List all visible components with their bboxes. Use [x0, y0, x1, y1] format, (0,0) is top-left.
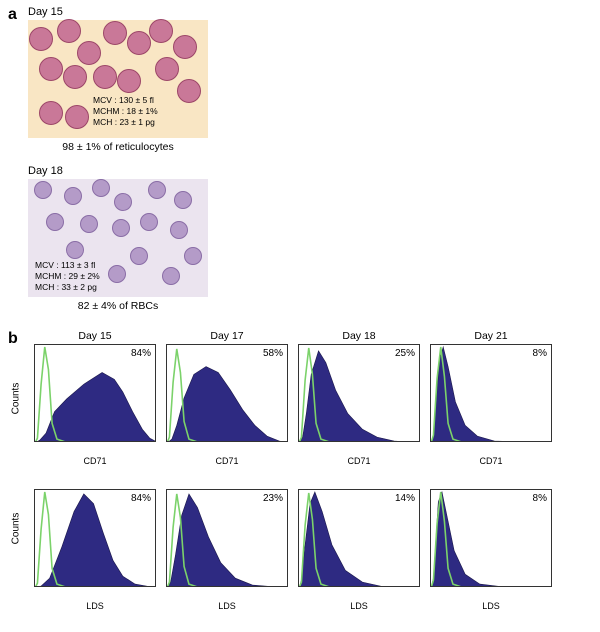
- histogram-plot: 8%10⁰10¹10²10³10⁴: [430, 489, 552, 587]
- cell: [112, 219, 130, 237]
- cell: [140, 213, 158, 231]
- cell: [34, 181, 52, 199]
- percentage-label: 25%: [395, 348, 415, 359]
- y-axis-label: Counts: [10, 513, 21, 545]
- histogram-cell: Day 17 58%10⁰10¹10²10³10⁴ CD71: [166, 330, 288, 466]
- percentage-label: 84%: [131, 493, 151, 504]
- micrograph-image: MCV : 113 ± 3 flMCHM : 29 ± 2%MCH : 33 ±…: [28, 179, 208, 297]
- column-title: Day 15: [34, 330, 156, 342]
- cell: [93, 65, 117, 89]
- x-axis-label: LDS: [430, 601, 552, 611]
- column-title: Day 21: [430, 330, 552, 342]
- panel-a-label: a: [8, 6, 17, 24]
- cell: [149, 19, 173, 43]
- histogram-plot: 8%10⁰10¹10²10³10⁴: [430, 344, 552, 442]
- cell: [103, 21, 127, 45]
- cell: [148, 181, 166, 199]
- cell: [92, 179, 110, 197]
- x-axis-label: CD71: [34, 456, 156, 466]
- micrograph-title: Day 18: [28, 165, 208, 177]
- x-axis-label: CD71: [166, 456, 288, 466]
- histogram-row: Counts Day 15 02040608010084%10⁰10¹10²10³1…: [8, 330, 592, 466]
- histogram-plot: 02040608010084%10⁰10¹10²10³10⁴: [34, 489, 156, 587]
- percentage-label: 58%: [263, 348, 283, 359]
- histogram-plot: 14%10⁰10¹10²10³10⁴: [298, 489, 420, 587]
- section-a: Day 15 MCV : 130 ± 5 flMCHM : 18 ± 1%MCH …: [28, 6, 208, 324]
- histogram-plot: 25%10⁰10¹10²10³10⁴: [298, 344, 420, 442]
- section-b: Counts Day 15 02040608010084%10⁰10¹10²10³1…: [8, 330, 592, 619]
- cell: [127, 31, 151, 55]
- x-axis-label: LDS: [298, 601, 420, 611]
- cell: [117, 69, 141, 93]
- metrics-text: MCV : 113 ± 3 flMCHM : 29 ± 2%MCH : 33 ±…: [35, 260, 100, 293]
- cell: [77, 41, 101, 65]
- cell: [57, 19, 81, 43]
- micrograph-image: MCV : 130 ± 5 flMCHM : 18 ± 1%MCH : 23 ±…: [28, 20, 208, 138]
- histogram-cell: Day 21 8%10⁰10¹10²10³10⁴ CD71: [430, 330, 552, 466]
- histogram-plot: 02040608010084%10⁰10¹10²10³10⁴: [34, 344, 156, 442]
- x-axis-label: CD71: [430, 456, 552, 466]
- cell: [174, 191, 192, 209]
- cell: [64, 187, 82, 205]
- column-title: Day 18: [298, 330, 420, 342]
- cell: [173, 35, 197, 59]
- cell: [39, 57, 63, 81]
- histogram-cell: Day 15 02040608010084%10⁰10¹10²10³10⁴ CD71: [34, 330, 156, 466]
- percentage-label: 8%: [533, 348, 547, 359]
- cell: [177, 79, 201, 103]
- cell: [80, 215, 98, 233]
- percentage-label: 84%: [131, 348, 151, 359]
- percentage-label: 23%: [263, 493, 283, 504]
- histogram-plot: 58%10⁰10¹10²10³10⁴: [166, 344, 288, 442]
- cell: [170, 221, 188, 239]
- histogram-cell: 02040608010084%10⁰10¹10²10³10⁴ LDS: [34, 474, 156, 611]
- histogram-cell: 14%10⁰10¹10²10³10⁴ LDS: [298, 474, 420, 611]
- micrograph-block: Day 15 MCV : 130 ± 5 flMCHM : 18 ± 1%MCH …: [28, 6, 208, 153]
- histogram-cell: Day 18 25%10⁰10¹10²10³10⁴ CD71: [298, 330, 420, 466]
- percentage-label: 8%: [533, 493, 547, 504]
- micrograph-title: Day 15: [28, 6, 208, 18]
- micrograph-block: Day 18 MCV : 113 ± 3 flMCHM : 29 ± 2%MCH …: [28, 165, 208, 312]
- cell: [114, 193, 132, 211]
- column-title: Day 17: [166, 330, 288, 342]
- y-axis-label: Counts: [10, 383, 21, 415]
- metrics-text: MCV : 130 ± 5 flMCHM : 18 ± 1%MCH : 23 ±…: [93, 95, 158, 128]
- cell: [184, 247, 202, 265]
- x-axis-label: LDS: [34, 601, 156, 611]
- cell: [130, 247, 148, 265]
- cell: [155, 57, 179, 81]
- cell: [162, 267, 180, 285]
- micrograph-caption: 98 ± 1% of reticulocytes: [28, 141, 208, 153]
- x-axis-label: CD71: [298, 456, 420, 466]
- cell: [29, 27, 53, 51]
- x-axis-label: LDS: [166, 601, 288, 611]
- cell: [63, 65, 87, 89]
- histogram-plot: 23%10⁰10¹10²10³10⁴: [166, 489, 288, 587]
- histogram-row: Counts02040608010084%10⁰10¹10²10³10⁴LDS2…: [8, 474, 592, 611]
- cell: [65, 105, 89, 129]
- cell: [46, 213, 64, 231]
- cell: [108, 265, 126, 283]
- percentage-label: 14%: [395, 493, 415, 504]
- histogram-cell: 8%10⁰10¹10²10³10⁴ LDS: [430, 474, 552, 611]
- cell: [39, 101, 63, 125]
- micrograph-caption: 82 ± 4% of RBCs: [28, 300, 208, 312]
- cell: [66, 241, 84, 259]
- histogram-cell: 23%10⁰10¹10²10³10⁴ LDS: [166, 474, 288, 611]
